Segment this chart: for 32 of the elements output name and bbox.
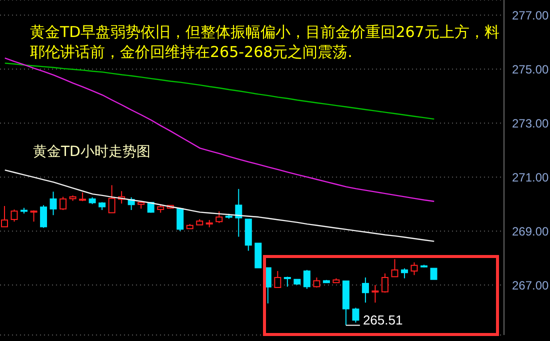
candlestick <box>372 284 379 304</box>
candlestick <box>274 270 282 288</box>
candlestick <box>400 268 408 279</box>
candlestick <box>10 208 18 222</box>
candlestick <box>40 204 48 228</box>
text: 黄金TD早盘弱势依旧，但整体振幅偏小，目前金价重回267元上方，料耶伦讲话前，金价回维持在265-268元之间震荡. <box>30 22 500 62</box>
candlestick <box>303 269 310 290</box>
candlestick <box>235 188 242 238</box>
candlestick <box>391 258 398 278</box>
y-tick-label: 277.00 <box>512 8 550 22</box>
y-tick-label: 271.00 <box>512 170 550 184</box>
text: 黄金TD小时走势图 <box>33 143 150 161</box>
candlestick <box>313 277 320 288</box>
candlestick <box>108 184 116 214</box>
candlestick <box>430 268 438 280</box>
line-series <box>4 62 435 120</box>
y-tick-label: 267.00 <box>512 278 550 292</box>
candlestick <box>216 210 223 224</box>
candlestick <box>352 307 360 324</box>
candlestick <box>362 277 369 304</box>
y-tick-label: 269.00 <box>512 224 550 238</box>
y-tick-label: 273.00 <box>512 116 550 130</box>
candlestick <box>176 208 184 232</box>
annotation: 265.51 <box>362 312 403 328</box>
candlestick <box>381 272 388 294</box>
candlestick <box>284 276 291 288</box>
line-series <box>4 169 435 242</box>
y-tick-label: 275.00 <box>512 62 550 76</box>
candlestick <box>60 196 67 211</box>
line-series <box>4 57 435 202</box>
candlestick <box>50 191 57 216</box>
candlestick <box>410 262 418 276</box>
